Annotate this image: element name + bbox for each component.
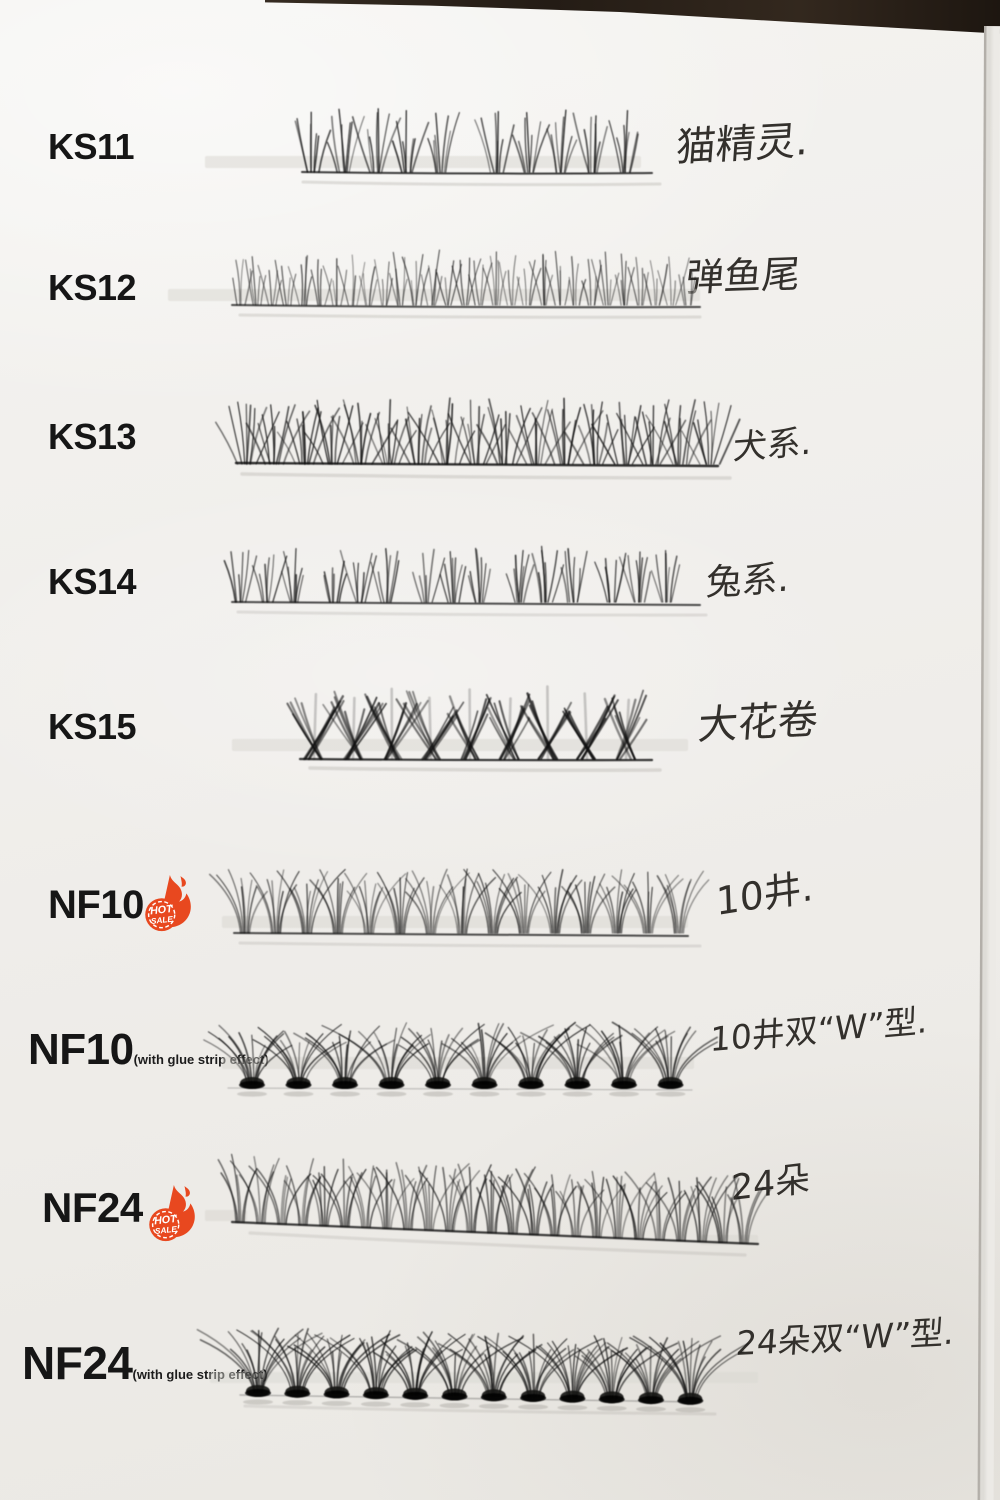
lash-sample-nf10-glue: [203, 1021, 719, 1097]
lash-sample-nf24-glue: [196, 1327, 758, 1416]
lash-sample-nf24: [205, 1153, 772, 1257]
lash-sample-ks15: [232, 685, 688, 772]
lash-sample-ks13: [214, 397, 741, 480]
table-edge-background: [265, 0, 1000, 34]
lash-sample-ks14: [223, 545, 708, 617]
lash-sample-nf10: [208, 868, 710, 948]
lash-sample-ks12: [168, 249, 702, 319]
lash-sample-ks11: [205, 108, 662, 187]
